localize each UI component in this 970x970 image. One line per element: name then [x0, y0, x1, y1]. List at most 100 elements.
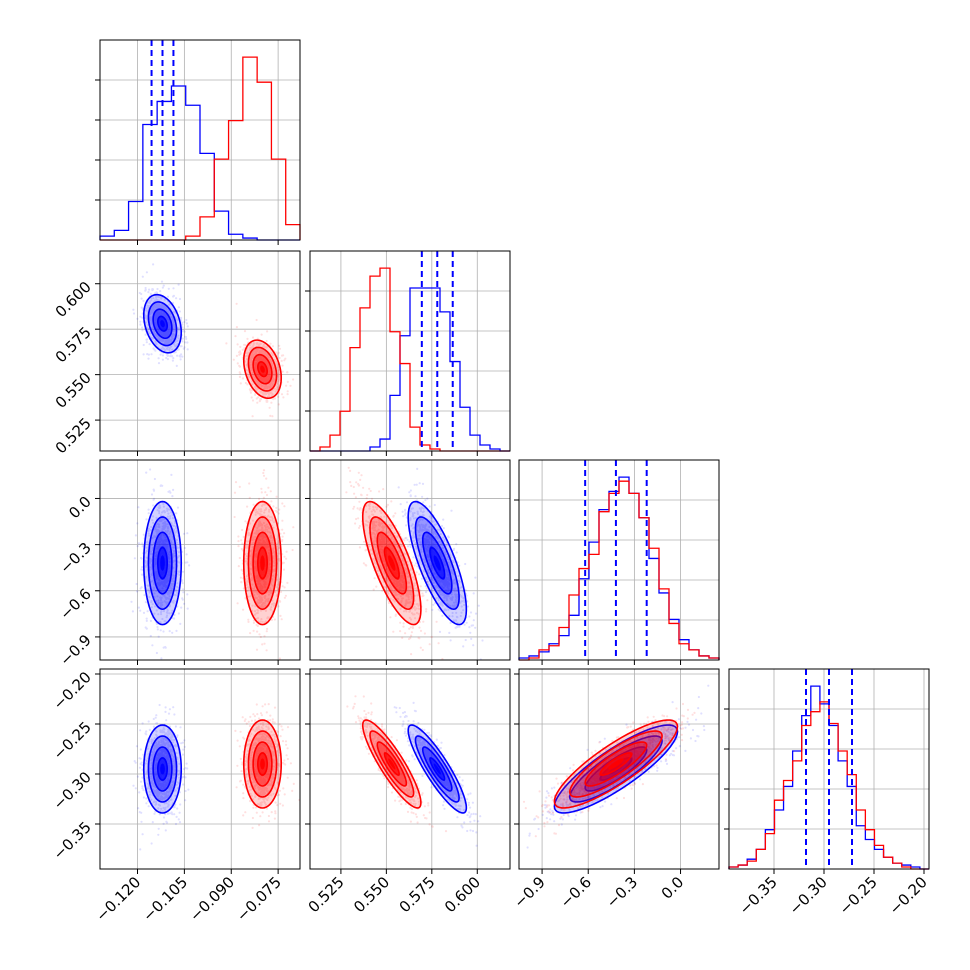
sample-point	[159, 582, 162, 585]
sample-point	[424, 591, 428, 594]
sample-point	[157, 582, 160, 585]
sample-point	[268, 587, 271, 590]
panel-content	[132, 263, 295, 418]
sample-point	[268, 376, 271, 379]
sample-point	[178, 355, 181, 358]
sample-point	[471, 624, 475, 627]
density-contour	[157, 546, 168, 580]
sample-point	[436, 528, 439, 532]
sample-point	[171, 335, 174, 338]
sample-point	[436, 537, 439, 540]
sample-point	[172, 524, 176, 528]
sample-point	[262, 379, 265, 382]
sample-point	[172, 343, 175, 346]
sample-point	[474, 612, 478, 615]
sample-point	[166, 317, 169, 320]
sample-point	[253, 610, 257, 613]
sample-point	[256, 608, 259, 612]
sample-point	[168, 598, 171, 601]
sample-point	[420, 506, 423, 509]
sample-point	[238, 371, 241, 374]
sample-point	[154, 528, 157, 531]
sample-point	[268, 570, 271, 573]
sample-point	[266, 354, 269, 357]
sample-point	[239, 372, 242, 375]
sample-point	[161, 587, 164, 590]
sample-point	[421, 592, 424, 595]
sample-point	[272, 547, 275, 550]
sample-point	[156, 530, 159, 533]
sample-point	[432, 603, 435, 606]
sample-point	[266, 375, 269, 378]
sample-point	[437, 580, 440, 583]
density-contour	[429, 546, 446, 580]
sample-point	[133, 557, 136, 560]
sample-point	[399, 503, 402, 506]
sample-point	[260, 391, 263, 394]
sample-point	[156, 287, 159, 291]
sample-point	[456, 625, 459, 628]
sample-point	[168, 348, 171, 352]
sample-point	[257, 531, 260, 535]
sample-point	[407, 586, 410, 589]
sample-point	[271, 578, 274, 581]
sample-point	[258, 359, 261, 362]
sample-point	[278, 559, 281, 562]
sample-point	[270, 590, 273, 593]
sample-point	[277, 369, 280, 372]
sample-point	[406, 594, 409, 597]
sample-point	[258, 633, 261, 636]
sample-point	[261, 514, 264, 517]
sample-point	[152, 297, 155, 300]
sample-point	[426, 539, 429, 542]
sample-point	[398, 588, 401, 591]
sample-point	[150, 601, 153, 604]
sample-point	[170, 583, 173, 586]
sample-point	[155, 528, 158, 532]
sample-point	[141, 566, 144, 569]
sample-point	[389, 575, 392, 578]
sample-point	[254, 554, 257, 558]
sample-point	[237, 535, 240, 538]
sample-point	[434, 532, 437, 536]
sample-point	[188, 564, 191, 567]
sample-point	[275, 594, 278, 597]
sample-point	[454, 593, 457, 596]
sample-point	[256, 526, 259, 530]
sample-point	[271, 393, 274, 396]
sample-point	[172, 554, 175, 558]
sample-point	[264, 528, 267, 531]
sample-point	[253, 593, 256, 597]
sample-point	[412, 534, 415, 537]
sample-point	[172, 574, 175, 577]
sample-point	[154, 573, 157, 576]
sample-point	[164, 331, 167, 334]
sample-point	[444, 563, 447, 566]
sample-point	[263, 387, 266, 390]
sample-point	[265, 380, 268, 383]
sample-point	[266, 540, 269, 543]
sample-point	[409, 518, 412, 521]
sample-point	[177, 283, 180, 286]
sample-point	[269, 358, 272, 362]
sample-point	[162, 334, 165, 337]
sample-point	[470, 624, 473, 627]
sample-point	[245, 560, 248, 563]
sample-point	[275, 351, 278, 354]
sample-point	[250, 576, 254, 579]
sample-point	[150, 311, 153, 314]
sample-point	[170, 589, 173, 592]
sample-point	[261, 378, 264, 381]
sample-point	[159, 296, 162, 299]
sample-point	[267, 354, 270, 357]
sample-point	[255, 357, 258, 360]
sample-point	[262, 469, 266, 472]
density-fill	[260, 365, 265, 373]
sample-point	[262, 380, 265, 383]
sample-point	[271, 415, 274, 418]
sample-point	[258, 358, 261, 362]
sample-point	[269, 370, 272, 373]
sample-point	[136, 522, 139, 525]
sample-point	[435, 576, 438, 579]
sample-point	[166, 331, 169, 334]
